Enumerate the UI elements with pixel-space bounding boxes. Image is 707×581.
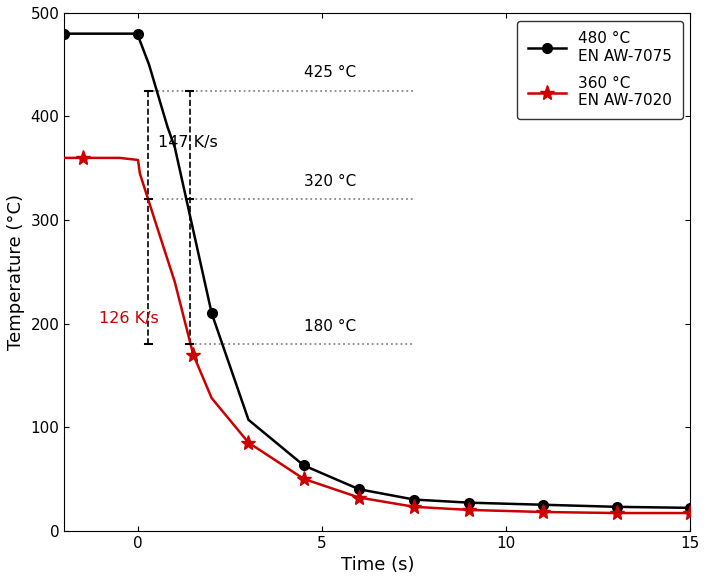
X-axis label: Time (s): Time (s) [341,556,414,574]
Text: 320 °C: 320 °C [304,174,356,189]
Y-axis label: Temperature (°C): Temperature (°C) [7,194,25,350]
Text: 147 K/s: 147 K/s [158,135,218,150]
Text: 126 K/s: 126 K/s [100,311,159,326]
Text: 180 °C: 180 °C [304,319,356,334]
Legend: 480 °C
EN AW-7075, 360 °C
EN AW-7020: 480 °C EN AW-7075, 360 °C EN AW-7020 [517,20,683,119]
Text: 425 °C: 425 °C [304,65,356,80]
